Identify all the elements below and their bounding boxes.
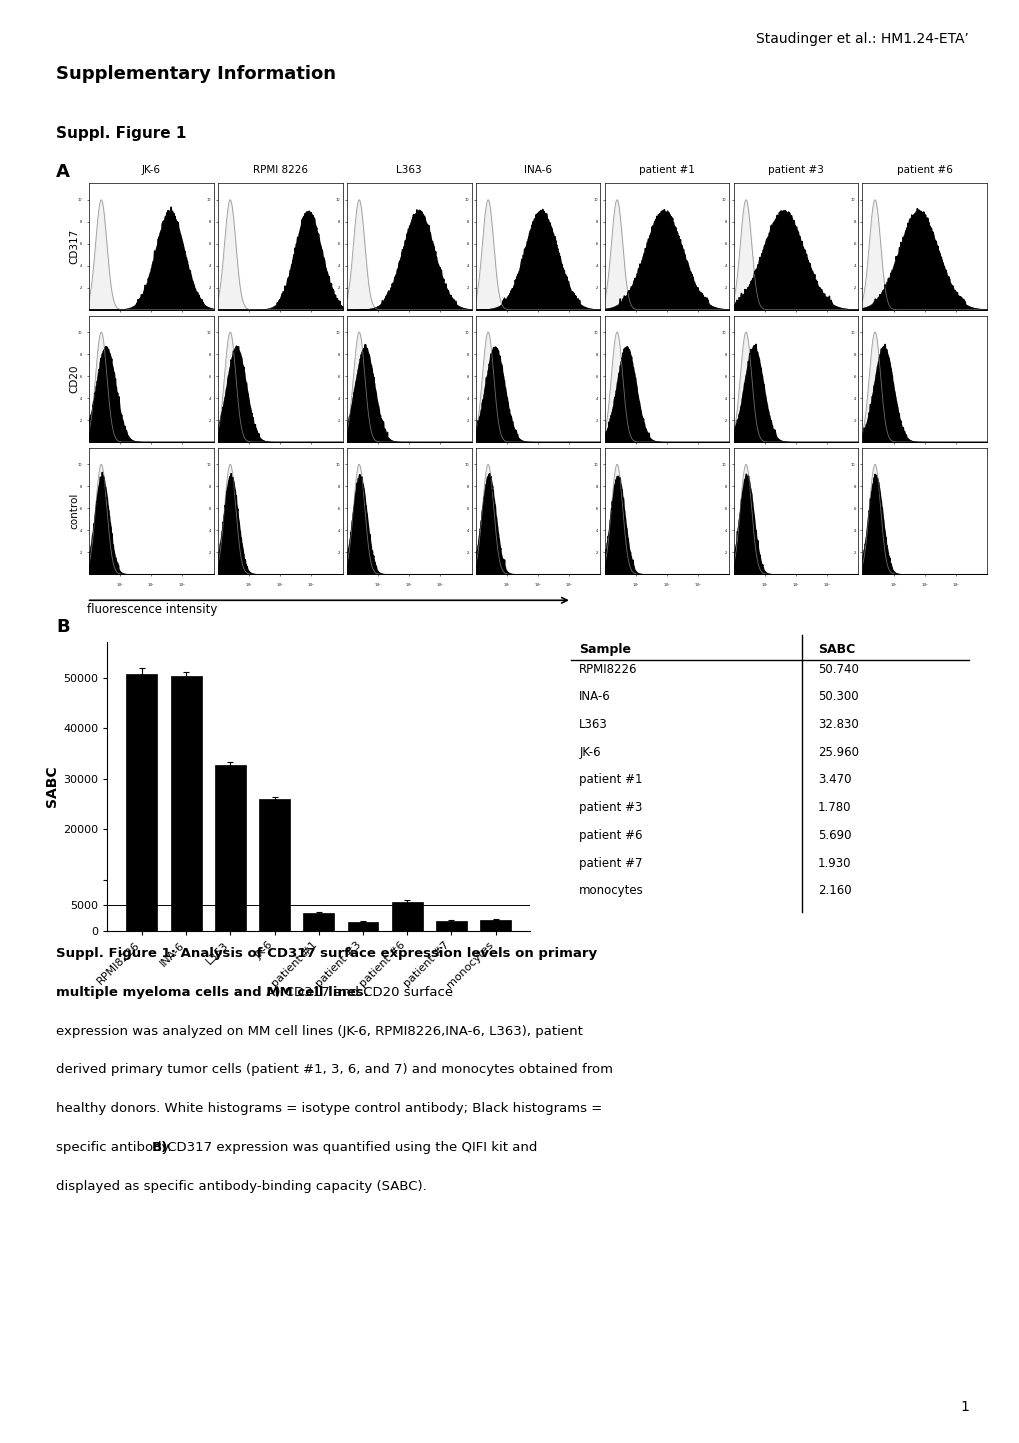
Bar <box>259 799 289 931</box>
Text: 50.740: 50.740 <box>817 662 858 675</box>
Text: CD317 expression was quantified using the QIFI kit and: CD317 expression was quantified using th… <box>163 1141 537 1154</box>
Text: control: control <box>69 494 79 530</box>
Text: displayed as specific antibody-binding capacity (SABC).: displayed as specific antibody-binding c… <box>56 1180 426 1193</box>
Text: Staudinger et al.: HM1.24-ETAʼ: Staudinger et al.: HM1.24-ETAʼ <box>755 32 968 46</box>
Text: patient #1: patient #1 <box>639 165 694 175</box>
Text: CD317: CD317 <box>69 229 79 264</box>
Text: patient #3: patient #3 <box>767 165 823 175</box>
Text: Sample: Sample <box>579 644 631 657</box>
Text: CD20: CD20 <box>69 365 79 392</box>
Text: B): B) <box>152 1141 168 1154</box>
Text: patient #6: patient #6 <box>579 828 642 841</box>
Text: specific antibody.: specific antibody. <box>56 1141 176 1154</box>
Text: 3.470: 3.470 <box>817 773 851 786</box>
Text: patient #3: patient #3 <box>579 801 642 814</box>
Bar <box>347 922 378 931</box>
Text: JK-6: JK-6 <box>142 165 161 175</box>
Bar <box>435 921 467 931</box>
Text: L363: L363 <box>396 165 422 175</box>
Text: Suppl. Figure 1: Analysis of CD317 surface expression levels on primary: Suppl. Figure 1: Analysis of CD317 surfa… <box>56 947 597 960</box>
Text: healthy donors. White histograms = isotype control antibody; Black histograms =: healthy donors. White histograms = isoty… <box>56 1102 602 1115</box>
Text: L363: L363 <box>579 719 607 732</box>
Text: multiple myeloma cells and MM cell lines.: multiple myeloma cells and MM cell lines… <box>56 986 369 999</box>
Y-axis label: SABC: SABC <box>45 766 59 807</box>
Text: 25.960: 25.960 <box>817 746 858 759</box>
Text: derived primary tumor cells (patient #1, 3, 6, and 7) and monocytes obtained fro: derived primary tumor cells (patient #1,… <box>56 1063 612 1076</box>
Bar <box>303 913 334 931</box>
Text: 5.690: 5.690 <box>817 828 851 841</box>
Text: 1.930: 1.930 <box>817 857 851 870</box>
Text: RPMI 8226: RPMI 8226 <box>253 165 308 175</box>
Bar <box>126 674 157 931</box>
Text: 1.780: 1.780 <box>817 801 851 814</box>
Text: JK-6: JK-6 <box>579 746 600 759</box>
Text: 32.830: 32.830 <box>817 719 858 732</box>
Text: RPMI8226: RPMI8226 <box>579 662 637 675</box>
Text: A: A <box>56 163 70 180</box>
Text: 1: 1 <box>959 1400 968 1414</box>
Text: Supplementary Information: Supplementary Information <box>56 65 336 82</box>
Bar <box>391 902 422 931</box>
Text: patient #6: patient #6 <box>896 165 952 175</box>
Text: patient #1: patient #1 <box>579 773 642 786</box>
Text: INA-6: INA-6 <box>524 165 551 175</box>
Bar <box>480 919 511 931</box>
Text: fluorescence intensity: fluorescence intensity <box>87 603 217 616</box>
Text: INA-6: INA-6 <box>579 690 610 703</box>
Bar <box>170 677 202 931</box>
Text: 2.160: 2.160 <box>817 885 851 898</box>
Text: B: B <box>56 618 69 635</box>
Text: SABC: SABC <box>817 644 854 657</box>
Text: Suppl. Figure 1: Suppl. Figure 1 <box>56 126 186 140</box>
Text: monocytes: monocytes <box>579 885 643 898</box>
Text: A) CD317 and CD20 surface: A) CD317 and CD20 surface <box>262 986 453 999</box>
Bar <box>215 765 246 931</box>
Text: expression was analyzed on MM cell lines (JK-6, RPMI8226,INA-6, L363), patient: expression was analyzed on MM cell lines… <box>56 1025 583 1038</box>
Text: 50.300: 50.300 <box>817 690 858 703</box>
Text: patient #7: patient #7 <box>579 857 642 870</box>
